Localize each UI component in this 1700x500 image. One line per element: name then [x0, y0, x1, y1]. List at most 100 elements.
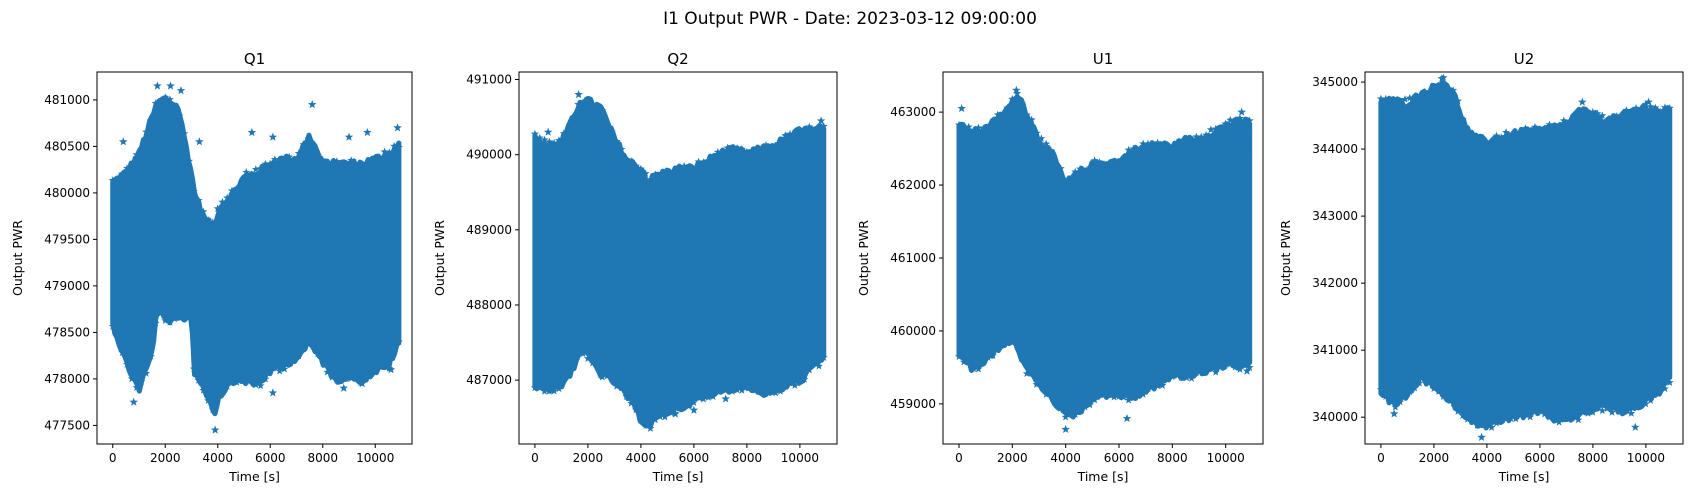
data-point	[1665, 103, 1674, 112]
data-point	[1056, 164, 1065, 172]
data-point	[564, 371, 573, 380]
data-point	[289, 352, 298, 360]
data-point	[632, 405, 640, 414]
data-point	[132, 383, 141, 391]
x-tick-label: 2000	[573, 451, 604, 465]
data-point	[1660, 384, 1669, 393]
data-point	[1168, 142, 1177, 150]
data-point	[275, 158, 284, 167]
data-point	[285, 152, 294, 161]
data-point	[1153, 381, 1162, 390]
data-point	[1458, 411, 1467, 419]
data-point	[1110, 157, 1119, 165]
data-point	[1143, 384, 1152, 393]
data-point	[1617, 406, 1626, 414]
x-axis-label: Time [s]	[1498, 469, 1550, 484]
data-point	[1386, 396, 1395, 404]
data-point	[1231, 116, 1240, 124]
data-point	[814, 125, 823, 133]
data-point	[1173, 138, 1181, 146]
data-point	[165, 318, 174, 326]
data-point	[270, 362, 279, 371]
data-point	[294, 149, 303, 157]
plot-area	[1376, 73, 1674, 441]
x-axis-label: Time [s]	[1077, 469, 1129, 484]
data-point-outlier	[1631, 422, 1640, 431]
data-point	[361, 160, 370, 169]
data-point	[1598, 111, 1607, 120]
data-point	[361, 372, 370, 381]
data-point	[1013, 89, 1022, 97]
data-point	[969, 126, 978, 135]
y-tick-label: 342000	[1312, 276, 1358, 290]
data-point-outlier	[543, 127, 553, 136]
data-point	[342, 160, 351, 169]
data-point	[1163, 143, 1172, 151]
data-point-outlier	[1237, 107, 1246, 116]
data-point	[1124, 145, 1133, 154]
data-point	[1405, 387, 1414, 396]
data-point	[280, 154, 289, 163]
x-tick-label: 8000	[1157, 451, 1188, 465]
data-point	[1095, 389, 1104, 398]
data-point	[1641, 399, 1650, 408]
data-point	[185, 157, 194, 165]
data-point	[1579, 406, 1588, 415]
data-point	[814, 361, 823, 370]
x-tick-label: 2000	[1419, 451, 1450, 465]
data-point	[1061, 412, 1070, 421]
x-tick-label: 10000	[356, 451, 394, 465]
data-point	[180, 129, 189, 138]
data-point	[680, 399, 689, 407]
data-point	[660, 171, 669, 179]
data-point	[1085, 163, 1094, 172]
x-tick-label: 10000	[781, 451, 819, 465]
data-point	[1206, 125, 1215, 134]
panel-q1: 0 2000 4000 6000 8000 10000 477500 478000 478500…	[10, 50, 413, 484]
data-point	[569, 361, 578, 370]
data-point	[1425, 87, 1434, 95]
data-point	[1410, 383, 1419, 392]
data-point	[1429, 384, 1438, 392]
data-point	[1047, 146, 1056, 155]
data-point-outlier	[574, 90, 583, 99]
data-point	[356, 160, 365, 169]
panel-title: Q2	[667, 50, 688, 68]
data-point	[627, 157, 636, 165]
data-point-outlier	[247, 127, 257, 137]
data-point	[256, 381, 265, 390]
data-point	[394, 337, 403, 346]
data-point	[232, 378, 241, 386]
data-point	[665, 405, 674, 414]
data-point	[351, 160, 360, 169]
data-point	[550, 386, 559, 395]
data-point	[1502, 414, 1511, 423]
data-point	[127, 162, 136, 171]
panel-title: Q1	[244, 50, 265, 68]
data-point	[1071, 167, 1080, 176]
data-point	[617, 383, 626, 392]
data-point	[1593, 400, 1602, 408]
data-point	[137, 377, 146, 385]
data-point	[588, 101, 597, 109]
data-point	[313, 349, 322, 358]
data-point	[530, 383, 539, 392]
data-point	[998, 110, 1007, 118]
data-point-outlier	[386, 365, 396, 374]
data-point	[800, 128, 809, 137]
data-point	[1588, 408, 1597, 416]
y-tick-label: 462000	[890, 178, 936, 192]
data-point	[1478, 417, 1486, 426]
data-point-outlier	[210, 425, 220, 434]
y-tick-label: 478000	[44, 372, 90, 386]
data-point	[309, 140, 318, 149]
x-tick-label: 4000	[1472, 451, 1503, 465]
data-point	[1526, 412, 1535, 421]
data-point	[665, 169, 674, 178]
data-point	[1105, 159, 1114, 168]
data-point	[1502, 128, 1511, 136]
x-tick-label: 0	[109, 451, 117, 465]
y-tick-label: 487000	[466, 373, 512, 387]
data-point	[371, 154, 380, 163]
data-point	[993, 345, 1002, 354]
